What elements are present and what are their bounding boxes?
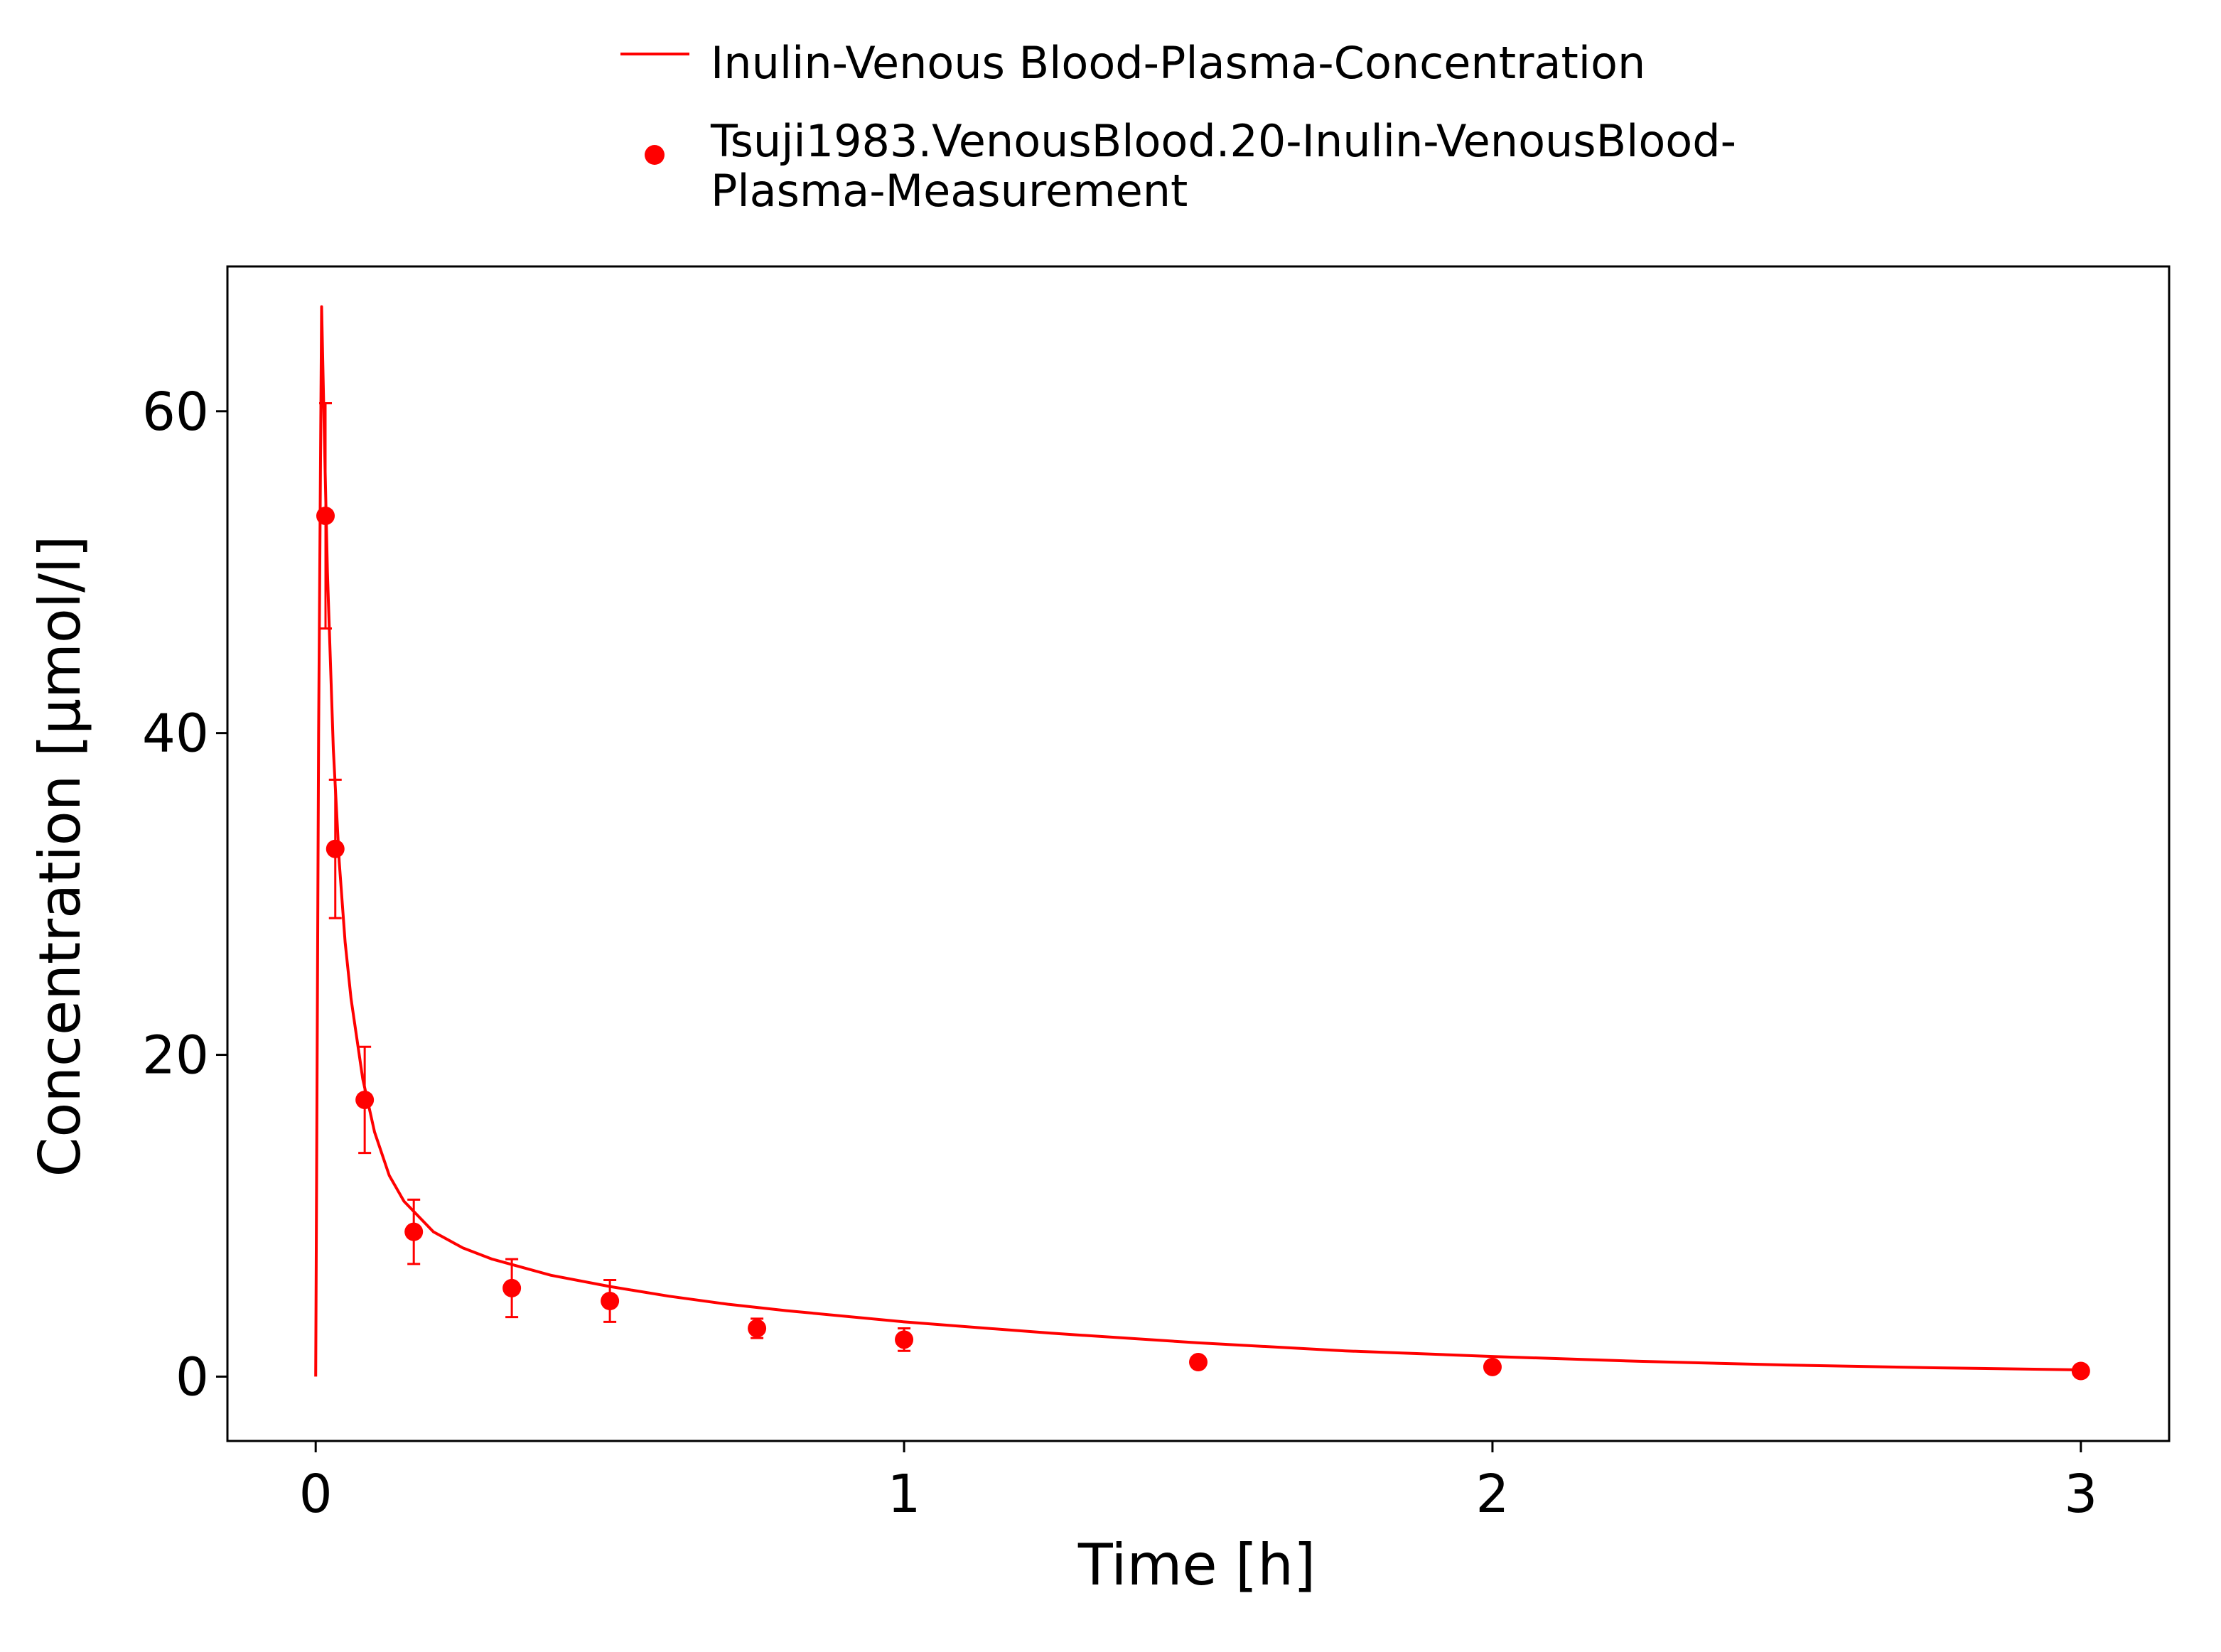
measurement-point [316, 506, 335, 525]
measurement-point [355, 1090, 375, 1109]
legend: Inulin-Venous Blood-Plasma-Concentration… [620, 37, 1736, 217]
measurement-point [326, 839, 345, 858]
measurement-point [1189, 1353, 1208, 1372]
measurement-point [404, 1222, 424, 1241]
legend-label-scatter-series-line1: Tsuji1983.VenousBlood.20-Inulin-VenousBl… [710, 115, 1736, 167]
y-axis-title: Concentration [µmol/l] [27, 536, 93, 1177]
x-tick-label: 3 [2064, 1464, 2097, 1525]
measurement-point [2071, 1361, 2090, 1381]
x-tick-label: 2 [1475, 1464, 1509, 1525]
x-tick-label: 0 [299, 1464, 333, 1525]
measurement-point [748, 1319, 767, 1338]
legend-dot-swatch [645, 145, 665, 165]
plot-frame [226, 265, 2171, 1442]
x-tick-label: 1 [888, 1464, 921, 1525]
measurement-point [601, 1291, 620, 1310]
legend-label-scatter-series-line2: Plasma-Measurement [711, 165, 1188, 217]
measurement-series [316, 401, 2090, 1381]
measurement-point [895, 1330, 914, 1349]
x-axis: 0 1 2 3 [299, 1441, 2097, 1525]
y-tick-label: 20 [142, 1025, 209, 1086]
x-axis-title: Time [h] [1077, 1532, 1316, 1598]
measurement-point [1483, 1357, 1502, 1376]
simulation-line [314, 305, 2081, 1377]
y-tick-label: 60 [142, 382, 209, 443]
y-tick-label: 0 [176, 1346, 209, 1408]
legend-label-line-series: Inulin-Venous Blood-Plasma-Concentration [711, 37, 1645, 89]
y-tick-label: 40 [142, 703, 209, 765]
simulation-series [314, 305, 2081, 1377]
measurement-point [502, 1278, 522, 1297]
y-axis: 0 20 40 60 [142, 382, 227, 1408]
